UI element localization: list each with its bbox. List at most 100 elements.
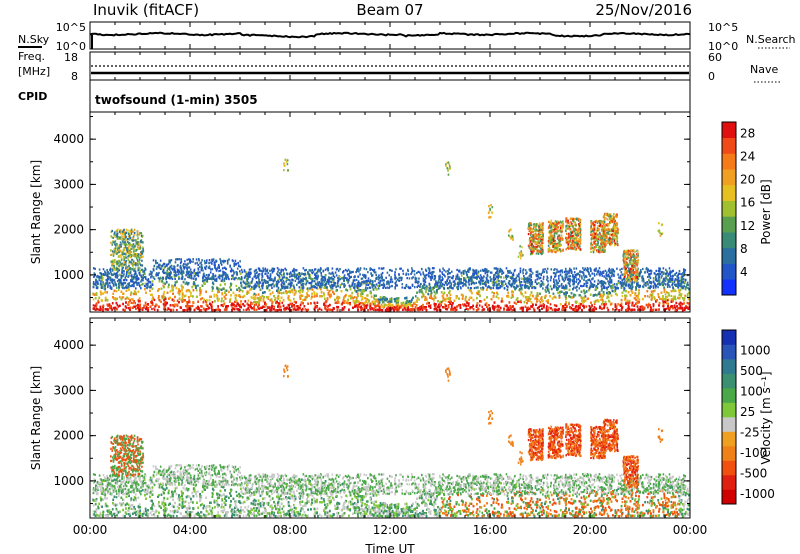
power-cell xyxy=(444,303,446,306)
power-cell xyxy=(662,299,664,302)
power-cell xyxy=(253,303,256,307)
power-cell xyxy=(133,305,135,308)
power-cell xyxy=(116,303,119,307)
noise-left-tick-bottom: 10^0 xyxy=(56,40,86,53)
power-cell xyxy=(143,304,145,307)
power-cell xyxy=(292,297,295,301)
cpid-label: CPID xyxy=(18,90,47,103)
power-cell xyxy=(143,306,145,309)
power-cell xyxy=(648,302,650,305)
power-cell xyxy=(638,298,641,301)
power-cell xyxy=(647,278,650,282)
power-cell xyxy=(140,284,142,287)
power-cell xyxy=(549,303,552,306)
power-cell xyxy=(672,285,674,289)
power-cell xyxy=(134,302,136,305)
power-cell xyxy=(320,308,323,311)
power-cell xyxy=(153,308,156,311)
power-cell xyxy=(455,308,458,311)
power-cell xyxy=(190,305,192,308)
power-cell xyxy=(336,284,339,287)
power-cell xyxy=(141,275,144,278)
power-cell xyxy=(257,307,260,310)
power-cell xyxy=(180,299,183,302)
power-cell xyxy=(115,286,118,289)
power-cell xyxy=(234,294,236,297)
power-cell xyxy=(391,303,394,306)
power-cell xyxy=(151,307,153,311)
power-cell xyxy=(664,293,667,296)
power-cell xyxy=(255,308,258,311)
power-cell xyxy=(593,302,596,306)
power-cell xyxy=(652,305,655,308)
power-cell xyxy=(202,307,205,310)
power-cell xyxy=(235,284,238,288)
power-cell xyxy=(197,284,199,287)
power-cell xyxy=(606,296,608,300)
power-cell xyxy=(139,307,142,310)
power-cell xyxy=(478,304,481,307)
power-cell xyxy=(129,293,132,296)
power-cell xyxy=(125,306,128,309)
power-cell xyxy=(547,308,550,311)
power-cell xyxy=(215,293,218,296)
power-cell xyxy=(481,309,484,312)
freq-left-tick-top: 18 xyxy=(64,51,78,64)
freq-label-top: Freq. xyxy=(18,50,45,63)
power-cell xyxy=(307,289,309,292)
power-cell xyxy=(115,290,118,293)
power-cell xyxy=(127,303,129,306)
power-cell xyxy=(606,306,609,309)
power-cell xyxy=(400,304,402,308)
power-cell xyxy=(534,297,536,300)
power-cell xyxy=(238,295,241,298)
power-cell xyxy=(429,304,432,307)
power-cell xyxy=(433,304,436,307)
power-cell xyxy=(476,303,478,306)
power-cell xyxy=(360,291,363,294)
power-cell xyxy=(481,305,484,308)
power-cell xyxy=(357,299,359,303)
power-cell xyxy=(447,300,450,303)
power-cell xyxy=(538,282,540,285)
power-cell xyxy=(324,307,326,310)
power-cell xyxy=(666,277,668,281)
date-title: 25/Nov/2016 xyxy=(595,1,692,19)
power-cell xyxy=(242,308,245,311)
power-cell xyxy=(548,291,551,294)
power-heatmap xyxy=(92,158,691,312)
power-cell xyxy=(654,289,656,292)
power-cell xyxy=(648,296,651,299)
freq-label-bottom: [MHz] xyxy=(18,65,50,78)
power-cell xyxy=(277,291,279,294)
power-cell xyxy=(128,273,131,276)
power-cell xyxy=(665,307,668,310)
power-cell xyxy=(640,308,643,311)
power-cell xyxy=(281,301,284,304)
power-cell xyxy=(192,283,195,286)
power-cell xyxy=(577,308,580,311)
power-cell xyxy=(447,297,449,300)
power-cell xyxy=(549,285,552,288)
power-cell xyxy=(242,286,245,289)
power-cell xyxy=(652,285,655,288)
freq-right-tick-top: 60 xyxy=(708,51,722,64)
power-cell xyxy=(107,305,109,308)
power-cell xyxy=(295,290,297,293)
station-title: Inuvik (fitACF) xyxy=(93,1,199,19)
noise-left-tick-top: 10^5 xyxy=(56,21,86,34)
power-cell xyxy=(341,307,344,310)
power-cell xyxy=(211,301,214,304)
power-cell xyxy=(460,274,463,277)
power-cell xyxy=(193,284,196,287)
power-cell xyxy=(269,306,271,309)
power-cell xyxy=(448,287,450,290)
power-cell xyxy=(382,301,385,304)
power-cell xyxy=(651,295,653,298)
noise-right-label: N.Search xyxy=(746,33,796,46)
power-cell xyxy=(271,302,273,305)
power-cell xyxy=(365,294,368,297)
power-cell xyxy=(480,288,483,291)
power-cell xyxy=(246,285,248,288)
